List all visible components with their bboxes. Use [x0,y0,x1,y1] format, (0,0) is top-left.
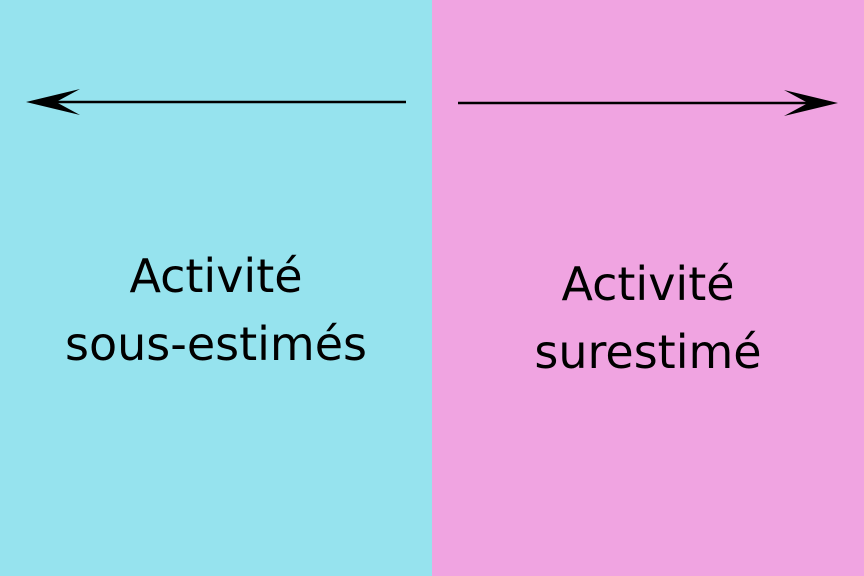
arrow-right-icon [458,90,838,116]
right-label: Activité surestimé [432,250,864,386]
left-label-line1: Activité [129,249,303,303]
right-label-line2: surestimé [534,325,762,379]
right-panel: Activité surestimé [432,0,864,576]
left-label: Activité sous-estimés [0,242,432,378]
right-label-line1: Activité [561,257,735,311]
left-label-line2: sous-estimés [65,317,367,371]
left-panel: Activité sous-estimés [0,0,432,576]
arrow-left-icon [26,89,406,115]
